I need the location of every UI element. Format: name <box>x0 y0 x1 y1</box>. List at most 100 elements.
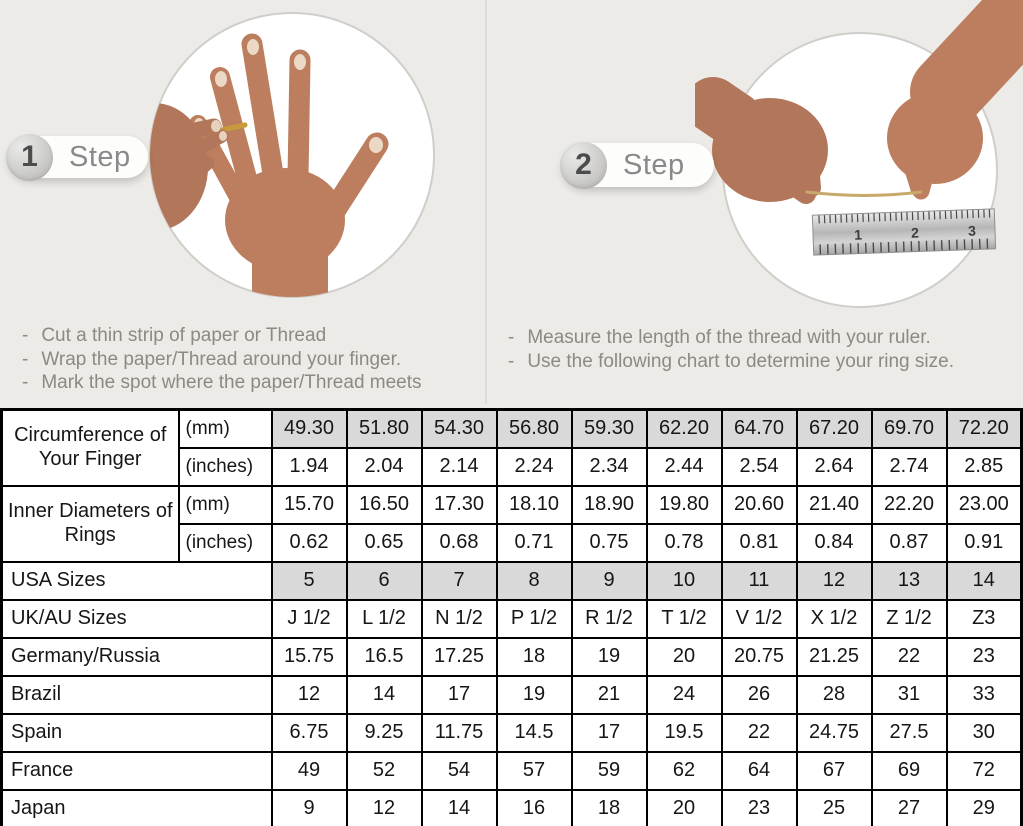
value-cell: 59.30 <box>570 408 648 449</box>
value-cell: 0.84 <box>795 522 873 563</box>
value-cell: 17 <box>420 674 498 715</box>
step-1-photo <box>149 12 435 298</box>
value-cell: 0.71 <box>495 522 573 563</box>
value-cell: 28 <box>795 674 873 715</box>
row-label: Germany/Russia <box>0 636 273 677</box>
value-cell: 69.70 <box>870 408 948 449</box>
value-cell: 1.94 <box>270 446 348 487</box>
ruler: 1 2 3 <box>811 208 997 256</box>
value-cell: 23 <box>945 636 1023 677</box>
step-2-label: Step <box>623 148 685 181</box>
value-cell: 19 <box>495 674 573 715</box>
table-row: Germany/Russia 15.75 16.5 17.25 18 19 20 20.75 2… <box>0 636 1023 677</box>
value-cell: 6.75 <box>270 712 348 753</box>
value-cell: 14 <box>945 560 1023 601</box>
unit-label: (inches) <box>177 446 273 487</box>
ring-size-table: Circumference of Your Finger (mm) 49.30 51.… <box>0 408 1023 826</box>
value-cell: 24.75 <box>795 712 873 753</box>
ruler-numbers: 1 2 3 <box>854 222 976 242</box>
value-cell: 16.5 <box>345 636 423 677</box>
row-label: UK/AU Sizes <box>0 598 273 639</box>
row-group-label: Inner Diameters of Rings <box>0 484 180 563</box>
hand-illustration <box>189 33 389 297</box>
value-cell: 18.90 <box>570 484 648 525</box>
value-cell: 13 <box>870 560 948 601</box>
table-row: France 49 52 54 57 59 62 64 67 69 72 <box>0 750 1023 791</box>
value-cell: 7 <box>420 560 498 601</box>
value-cell: Z 1/2 <box>870 598 948 639</box>
left-hand <box>695 77 828 204</box>
value-cell: N 1/2 <box>420 598 498 639</box>
value-cell: 11.75 <box>420 712 498 753</box>
value-cell: 67 <box>795 750 873 791</box>
value-cell: 9 <box>270 788 348 826</box>
value-cell: 0.78 <box>645 522 723 563</box>
step-1-instructions: Cut a thin strip of paper or ThreadWrap … <box>22 324 422 395</box>
value-cell: 2.85 <box>945 446 1023 487</box>
value-cell: 72 <box>945 750 1023 791</box>
table-row: USA Sizes 5 6 7 8 9 10 11 12 13 14 <box>0 560 1023 601</box>
value-cell: 27.5 <box>870 712 948 753</box>
svg-text:2: 2 <box>911 224 920 240</box>
value-cell: 22 <box>720 712 798 753</box>
value-cell: 12 <box>345 788 423 826</box>
value-cell: L 1/2 <box>345 598 423 639</box>
value-cell: 33 <box>945 674 1023 715</box>
value-cell: 2.04 <box>345 446 423 487</box>
table-row: UK/AU Sizes J 1/2 L 1/2 N 1/2 P 1/2 R 1/2 T 1/… <box>0 598 1023 639</box>
step-2-number: 2 <box>560 141 607 189</box>
value-cell: T 1/2 <box>645 598 723 639</box>
value-cell: 20.60 <box>720 484 798 525</box>
table-row: (inches) 0.62 0.65 0.68 0.71 0.75 0.78 0.81 0.84… <box>2 522 1023 563</box>
table-row: Japan 9 12 14 16 18 20 23 25 27 29 <box>0 788 1023 826</box>
instructions-section: 1 2 3 1 Step 2 Step Cut a thin strip of … <box>0 0 1023 408</box>
value-cell: 0.81 <box>720 522 798 563</box>
value-cell: 23.00 <box>945 484 1023 525</box>
value-cell: 16.50 <box>345 484 423 525</box>
value-cell: 11 <box>720 560 798 601</box>
value-cell: 56.80 <box>495 408 573 449</box>
value-cell: 14 <box>420 788 498 826</box>
svg-text:3: 3 <box>968 222 977 238</box>
table-row: Spain 6.75 9.25 11.75 14.5 17 19.5 22 24.75 27.5 3… <box>0 712 1023 753</box>
table-row: Circumference of Your Finger (mm) 49.30 51.… <box>0 408 1023 487</box>
value-cell: 64 <box>720 750 798 791</box>
step-1-badge: 1 Step <box>6 133 148 181</box>
value-cell: 49.30 <box>270 408 348 449</box>
helper-fingernails <box>211 120 227 141</box>
value-cell: X 1/2 <box>795 598 873 639</box>
instruction-bullet: Cut a thin strip of paper or Thread <box>22 324 422 348</box>
value-cell: 49 <box>270 750 348 791</box>
value-cell: 51.80 <box>345 408 423 449</box>
unit-label: (inches) <box>177 522 273 563</box>
row-label: France <box>0 750 273 791</box>
value-cell: 18 <box>495 636 573 677</box>
row-label: Spain <box>0 712 273 753</box>
value-cell: 18 <box>570 788 648 826</box>
value-cell: 16 <box>495 788 573 826</box>
value-cell: 2.44 <box>645 446 723 487</box>
value-cell: 22.20 <box>870 484 948 525</box>
value-cell: 2.24 <box>495 446 573 487</box>
value-cell: 2.54 <box>720 446 798 487</box>
value-cell: 25 <box>795 788 873 826</box>
step-1-label: Step <box>69 140 131 173</box>
step-2-photo: 1 2 3 <box>695 0 1023 308</box>
value-cell: 14.5 <box>495 712 573 753</box>
value-cell: 54.30 <box>420 408 498 449</box>
value-cell: 62 <box>645 750 723 791</box>
value-cell: 6 <box>345 560 423 601</box>
value-cell: 0.65 <box>345 522 423 563</box>
value-cell: 19 <box>570 636 648 677</box>
instruction-bullet: Measure the length of the thread with yo… <box>508 326 954 350</box>
value-cell: 2.74 <box>870 446 948 487</box>
value-cell: 8 <box>495 560 573 601</box>
step-2-badge: 2 Step <box>560 141 714 189</box>
instruction-bullet: Use the following chart to determine you… <box>508 350 954 374</box>
value-cell: 18.10 <box>495 484 573 525</box>
value-cell: 0.62 <box>270 522 348 563</box>
value-cell: R 1/2 <box>570 598 648 639</box>
value-cell: 9 <box>570 560 648 601</box>
gold-thread <box>805 190 923 197</box>
